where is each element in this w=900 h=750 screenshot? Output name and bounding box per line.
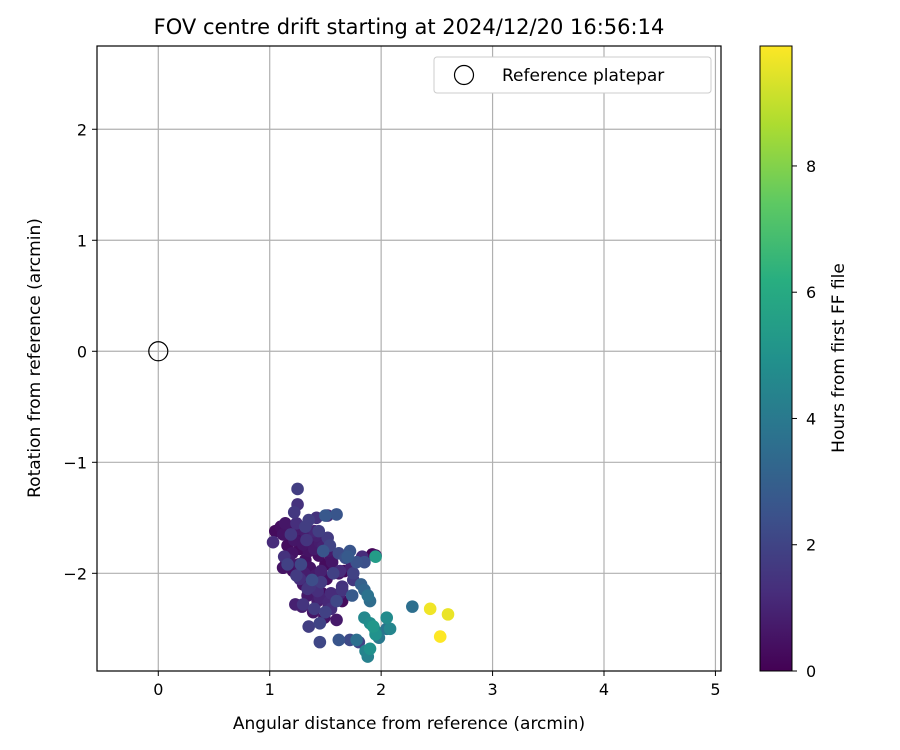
- data-point: [369, 550, 382, 563]
- y-tick-label: 1: [77, 231, 87, 250]
- y-tick-label: 0: [77, 342, 87, 361]
- data-point: [350, 633, 363, 647]
- plot-frame: [96, 45, 722, 672]
- y-tick-label: −1: [63, 453, 87, 472]
- colorbar: [759, 45, 793, 672]
- colorbar-label: Hours from first FF file: [829, 263, 849, 453]
- reference-platepar-point: [148, 341, 169, 362]
- y-axis-ticks: −2 −1 0 1 2: [63, 120, 97, 583]
- data-point: [290, 569, 303, 582]
- colorbar-tick-label: 0: [806, 662, 816, 681]
- colorbar-ticks: 0 2 4 6 8: [792, 157, 816, 681]
- data-point: [330, 594, 343, 608]
- x-tick-label: 5: [710, 680, 720, 699]
- data-points: [266, 482, 455, 663]
- data-point: [287, 505, 301, 519]
- data-point: [325, 555, 339, 569]
- data-point: [319, 605, 332, 619]
- data-point: [266, 535, 280, 549]
- y-tick-label: −2: [63, 564, 87, 583]
- x-tick-label: 0: [153, 680, 163, 699]
- x-axis-label: Angular distance from reference (arcmin): [233, 714, 585, 734]
- legend: Reference platepar: [433, 56, 712, 94]
- data-point: [281, 558, 294, 571]
- data-point: [441, 608, 455, 621]
- data-point: [406, 600, 419, 613]
- data-point: [279, 517, 292, 530]
- x-axis-ticks: 0 1 2 3 4 5: [153, 671, 721, 699]
- data-point: [313, 616, 327, 630]
- colorbar-tick-label: 6: [806, 283, 816, 302]
- data-point: [383, 622, 397, 636]
- data-point: [302, 620, 316, 633]
- data-point: [330, 508, 343, 521]
- data-point: [296, 598, 310, 611]
- data-point: [294, 558, 308, 571]
- data-point: [302, 513, 316, 527]
- data-point: [367, 620, 380, 633]
- data-point: [433, 630, 447, 643]
- colorbar-tick-label: 8: [806, 157, 816, 176]
- data-point: [423, 602, 437, 616]
- data-point: [312, 524, 326, 538]
- legend-marker-icon: [453, 64, 475, 86]
- data-point: [330, 613, 343, 627]
- data-point: [380, 611, 394, 625]
- legend-box: [433, 56, 712, 94]
- data-point: [313, 635, 327, 649]
- data-point: [291, 482, 304, 496]
- data-point: [332, 633, 346, 647]
- data-point: [307, 602, 321, 616]
- data-point: [361, 589, 375, 602]
- x-tick-label: 1: [265, 680, 275, 699]
- data-point: [316, 544, 330, 558]
- data-point: [300, 533, 313, 547]
- data-point: [345, 589, 359, 602]
- data-point: [335, 583, 349, 597]
- grid-lines: [97, 46, 721, 671]
- data-point: [363, 642, 377, 656]
- y-tick-label: 2: [77, 120, 87, 139]
- legend-entry: Reference platepar: [502, 66, 664, 86]
- reference-marker: [148, 341, 169, 362]
- x-tick-label: 4: [599, 680, 609, 699]
- colorbar-tick-label: 4: [806, 409, 816, 428]
- data-point: [319, 509, 332, 522]
- data-point: [326, 567, 340, 580]
- data-point: [284, 528, 298, 541]
- data-point: [341, 550, 355, 563]
- x-tick-label: 3: [487, 680, 497, 699]
- x-tick-label: 2: [376, 680, 386, 699]
- data-point: [346, 567, 360, 580]
- colorbar-tick-label: 2: [806, 536, 816, 555]
- chart-title: FOV centre drift starting at 2024/12/20 …: [154, 15, 665, 39]
- y-axis-label: Rotation from reference (arcmin): [25, 218, 45, 498]
- data-point: [305, 573, 319, 587]
- data-point: [314, 564, 328, 578]
